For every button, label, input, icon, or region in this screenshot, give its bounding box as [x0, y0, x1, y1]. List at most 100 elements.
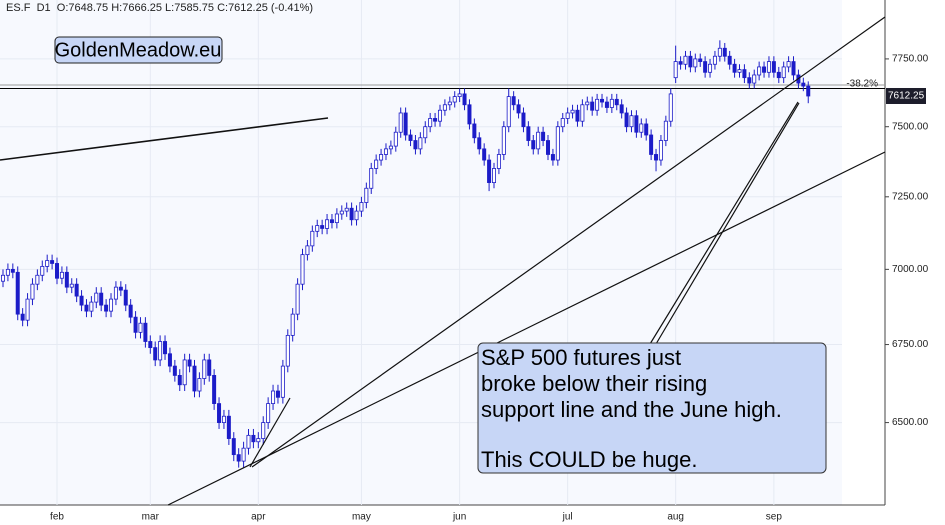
candle-body	[668, 93, 673, 122]
candle-body	[398, 112, 403, 133]
close-value: 7612.25	[228, 2, 268, 14]
candle-body	[364, 187, 369, 203]
candle-body	[531, 140, 536, 150]
candle-body	[315, 225, 320, 232]
candle-body	[379, 154, 384, 161]
annotation-line: support line and the June high.	[481, 397, 782, 422]
candle-body	[595, 98, 600, 111]
candle-body	[487, 159, 492, 183]
candle-body	[236, 454, 241, 462]
candle-body	[167, 353, 172, 367]
candle-body	[163, 341, 168, 355]
candle-body	[752, 74, 757, 84]
candle-body	[693, 58, 698, 68]
close-label: C:	[217, 2, 229, 14]
candle-body	[89, 301, 94, 312]
candle-body	[325, 219, 330, 229]
candle-body	[477, 137, 482, 150]
candle-body	[305, 245, 310, 256]
timeframe: D1	[36, 2, 51, 14]
y-tick-label: 7250.00	[892, 191, 929, 202]
candle-body	[482, 148, 487, 161]
candle-body	[428, 118, 433, 128]
y-tick-label: 7500.00	[892, 121, 929, 132]
candle-body	[295, 283, 300, 315]
x-tick-label: jul	[562, 512, 573, 523]
candle-body	[555, 126, 560, 161]
candle-body	[644, 123, 649, 136]
candle-body	[261, 422, 266, 439]
candle-body	[442, 104, 447, 111]
candle-body	[600, 98, 605, 103]
axis-labels: 6500.00 6750.00 7000.00 7250.00 7500.00 7750.…	[50, 54, 929, 523]
candle-body	[339, 210, 344, 215]
candle-body	[629, 115, 634, 128]
candle-body	[639, 123, 644, 133]
open-label: O:	[56, 2, 69, 14]
x-tick-label: aug	[667, 512, 684, 523]
candle-body	[757, 66, 762, 76]
candle-body	[437, 109, 442, 122]
candle-body	[35, 274, 40, 285]
candle-body	[212, 375, 217, 404]
x-tick-label: apr	[251, 512, 266, 523]
candle-body	[10, 268, 15, 273]
annotation-line: This COULD be huge.	[481, 447, 697, 472]
candle-body	[683, 55, 688, 65]
candle-body	[546, 140, 551, 155]
candle-body	[801, 82, 806, 87]
candle-body	[550, 154, 555, 161]
candle-body	[197, 378, 202, 392]
candle-body	[94, 292, 99, 303]
trend-line	[249, 397, 291, 468]
candle-body	[634, 115, 639, 133]
candle-body	[74, 283, 79, 297]
candle-body	[280, 365, 285, 398]
candle-body	[781, 66, 786, 79]
high-label: H:	[111, 2, 123, 14]
candle-body	[109, 298, 114, 312]
candle-body	[172, 365, 177, 376]
candle-body	[246, 434, 251, 449]
candle-body	[423, 126, 428, 139]
candle-body	[128, 304, 133, 318]
candle-body	[403, 112, 408, 136]
candle-body	[658, 140, 663, 161]
pointer-line	[655, 102, 800, 345]
candle-body	[275, 390, 280, 398]
candle-body	[148, 341, 153, 349]
candle-body	[123, 289, 128, 306]
candle-body	[290, 313, 295, 336]
candle-body	[536, 131, 541, 150]
candle-body	[393, 131, 398, 147]
annotation-line: S&P 500 futures just	[481, 345, 681, 370]
candle-body	[221, 415, 226, 423]
candle-body	[791, 61, 796, 76]
candle-body	[310, 230, 315, 247]
candle-body	[64, 271, 69, 288]
candle-body	[50, 260, 55, 264]
candle-body	[580, 104, 585, 122]
candle-body	[472, 123, 477, 139]
candle-body	[762, 66, 767, 73]
candle-body	[231, 438, 236, 456]
candle-body	[99, 292, 104, 306]
y-tick-label: 6750.00	[892, 339, 929, 350]
candle-body	[59, 271, 64, 279]
candle-body	[727, 55, 732, 65]
y-tick-label: 7750.00	[892, 54, 929, 65]
annotation-box	[477, 342, 827, 474]
candle-body	[806, 85, 811, 97]
candle-body	[708, 63, 713, 73]
candle-body	[698, 58, 703, 62]
candle-body	[177, 375, 182, 386]
candle-body	[766, 61, 771, 73]
candle-body	[344, 207, 349, 212]
candle-body	[712, 55, 717, 65]
candle-body	[575, 109, 580, 122]
candle-body	[374, 159, 379, 169]
candle-body	[285, 334, 290, 367]
candle-body	[590, 101, 595, 111]
candle-body	[717, 47, 722, 57]
candle-body	[40, 266, 45, 276]
